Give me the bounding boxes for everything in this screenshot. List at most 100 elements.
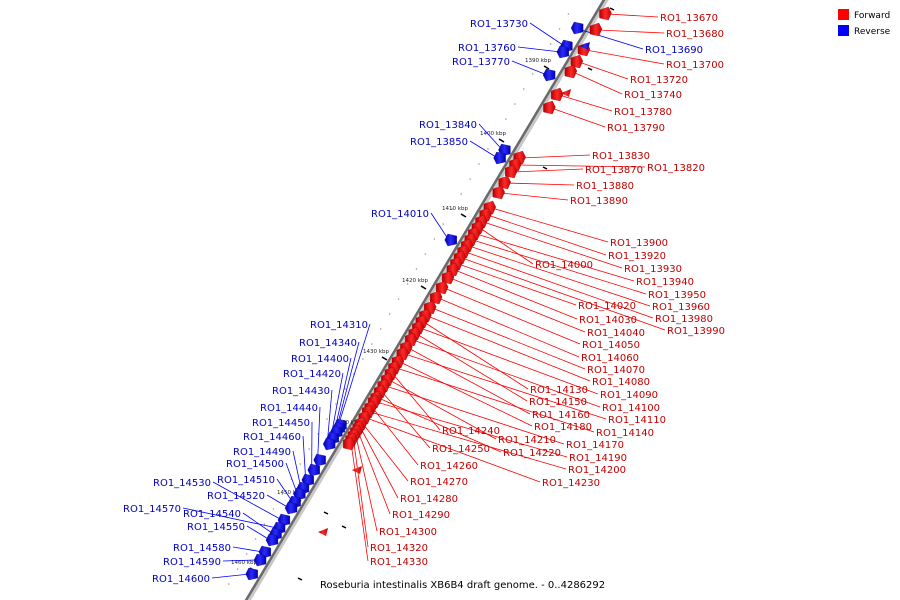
- reverse-gene: [265, 533, 279, 547]
- forward-connector: [438, 297, 580, 358]
- forward-gene-label: RO1_14110: [608, 415, 666, 426]
- forward-gene: [436, 280, 449, 295]
- axis-tick-label: 1400 kbp: [480, 131, 506, 137]
- forward-gene-label: RO1_14230: [542, 478, 600, 489]
- coordinate-dots: [227, 7, 615, 585]
- forward-connector: [513, 168, 584, 173]
- reverse-connector: [182, 507, 278, 529]
- reverse-gene-label: RO1_13730: [470, 19, 528, 30]
- forward-connector: [559, 94, 613, 112]
- forward-gene-label: RO1_14060: [581, 353, 639, 364]
- forward-gene-label: RO1_13890: [570, 196, 628, 207]
- coordinate-dot: [531, 73, 534, 75]
- coordinate-dot: [558, 28, 561, 30]
- gene-features: [245, 6, 612, 581]
- coordinate-dot: [522, 88, 525, 90]
- feature-mark: [297, 577, 303, 581]
- forward-gene-label: RO1_14270: [410, 477, 468, 488]
- forward-connector: [454, 269, 578, 320]
- reverse-gene-label: RO1_14520: [207, 491, 265, 502]
- reverse-gene: [313, 453, 326, 467]
- forward-connector: [413, 339, 601, 408]
- forward-gene-label: RO1_14240: [442, 426, 500, 437]
- axis-tick-label: 1390 kbp: [525, 58, 551, 64]
- forward-gene-label: RO1_14100: [602, 403, 660, 414]
- forward-gene-label: RO1_14260: [420, 461, 478, 472]
- forward-gene-label: RO1_13940: [636, 277, 694, 288]
- forward-connector: [506, 182, 575, 186]
- coordinate-dot: [326, 418, 328, 420]
- axis-tick-label: 1420 kbp: [402, 278, 428, 284]
- forward-gene: [343, 436, 356, 451]
- forward-gene-label: RO1_14050: [582, 340, 640, 351]
- forward-connector: [443, 287, 581, 345]
- reverse-connector: [292, 450, 302, 489]
- forward-connector: [500, 192, 569, 201]
- forward-connector: [372, 407, 419, 466]
- forward-gene-label: RO1_13780: [614, 107, 672, 118]
- reverse-gene-label: RO1_14460: [243, 432, 301, 443]
- reverse-gene-label: RO1_13690: [645, 45, 703, 56]
- forward-connector: [585, 49, 665, 65]
- axis-tick-label: 1430 kbp: [363, 349, 389, 355]
- reverse-gene-label: RO1_14010: [371, 209, 429, 220]
- coordinate-dot: [460, 193, 462, 195]
- reverse-gene-label: RO1_14500: [226, 459, 284, 470]
- coordinate-dot: [415, 268, 418, 270]
- forward-gene-label: RO1_14020: [578, 301, 636, 312]
- feature-mark: [587, 67, 593, 71]
- forward-connector: [396, 367, 595, 433]
- axis-tick-mark: [543, 65, 550, 70]
- forward-connector: [458, 263, 577, 306]
- feature-mark: [609, 7, 615, 11]
- coordinate-dot: [487, 148, 489, 150]
- forward-gene-label: RO1_14220: [503, 448, 561, 459]
- reverse-connector: [517, 46, 561, 53]
- coordinate-dot: [362, 358, 364, 360]
- forward-gene: [430, 290, 443, 305]
- coordinate-dot: [514, 103, 516, 105]
- coordinate-dot: [227, 583, 230, 585]
- reverse-connector: [242, 512, 274, 535]
- forward-gene: [564, 64, 578, 79]
- forward-connector: [491, 207, 609, 243]
- forward-gene: [492, 185, 505, 200]
- forward-gene: [505, 164, 518, 179]
- forward-connector: [483, 221, 623, 269]
- reverse-connector: [511, 60, 548, 76]
- reverse-gene-label: RO1_13760: [458, 43, 516, 54]
- forward-connector: [381, 391, 431, 449]
- forward-gene: [441, 270, 455, 285]
- axis-tick-label: 1460 kbp: [231, 560, 257, 566]
- forward-gene: [589, 22, 603, 37]
- forward-connector: [353, 439, 369, 548]
- forward-connector: [420, 327, 599, 395]
- forward-gene-label: RO1_13830: [592, 151, 650, 162]
- feature-mark: [341, 525, 347, 529]
- forward-connector: [376, 401, 568, 458]
- forward-gene-label: RO1_14090: [600, 390, 658, 401]
- reverse-connector: [575, 27, 644, 50]
- forward-connector: [404, 353, 607, 420]
- forward-connector: [392, 373, 441, 431]
- reverse-gene: [444, 233, 457, 247]
- reverse-connector: [211, 573, 250, 579]
- reverse-gene: [556, 45, 569, 59]
- forward-connector: [427, 315, 591, 382]
- forward-gene-label: RO1_14070: [587, 365, 645, 376]
- reverse-connector: [266, 494, 290, 509]
- coordinate-dot: [272, 508, 275, 510]
- coordinate-dot: [451, 208, 454, 210]
- reverse-gene-label: RO1_14580: [173, 543, 231, 554]
- forward-gene-label: RO1_14040: [587, 328, 645, 339]
- coordinate-dot: [505, 118, 507, 120]
- forward-connector: [476, 233, 635, 282]
- forward-gene-label: RO1_14290: [392, 510, 450, 521]
- reverse-gene-label: RO1_14440: [260, 403, 318, 414]
- forward-gene-label: RO1_13960: [652, 302, 710, 313]
- legend-reverse-swatch: [838, 25, 849, 36]
- forward-connector: [465, 251, 654, 319]
- forward-gene-label: RO1_13980: [655, 314, 713, 325]
- coordinate-dot: [379, 328, 382, 330]
- reverse-connector: [338, 323, 371, 426]
